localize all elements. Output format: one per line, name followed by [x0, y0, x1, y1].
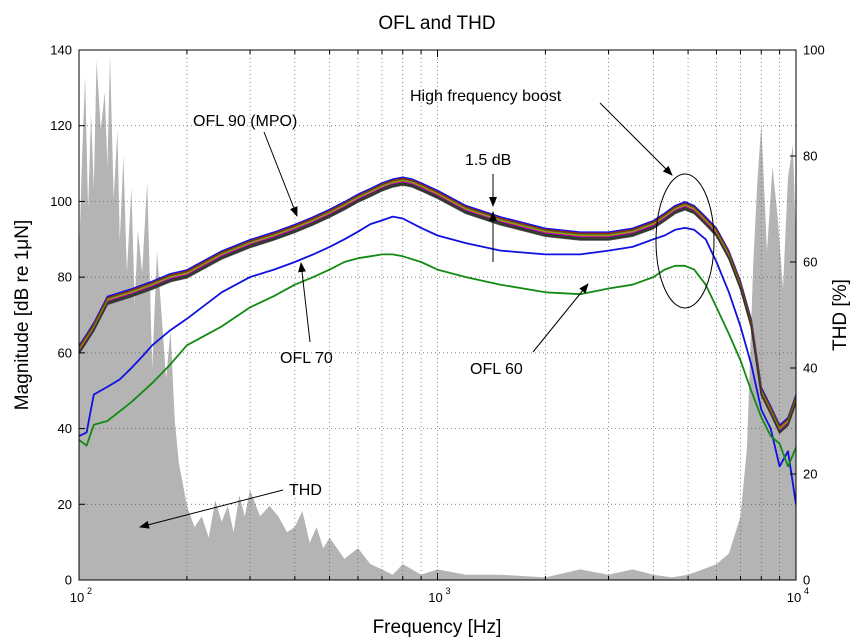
- y-right-tick-label: 20: [803, 467, 817, 482]
- y-right-tick-label: 60: [803, 255, 817, 270]
- series-ofl-70-line: [79, 215, 796, 505]
- annotation-high-frequency-boost: High frequency boost: [410, 88, 562, 105]
- x-axis-label: Frequency [Hz]: [373, 617, 502, 638]
- y-right-tick-label: 0: [803, 573, 810, 588]
- annotation-arrow-ofl-70: [298, 262, 311, 343]
- y-axis-label: Magnitude [dB re 1μN]: [12, 220, 33, 411]
- y-tick-label: 0: [65, 573, 72, 588]
- x-tick-label: 10: [70, 590, 84, 605]
- annotation-arrow-boost: [599, 102, 673, 176]
- annotation-ofl-60: OFL 60: [470, 361, 523, 378]
- series-ofl-60-line: [79, 253, 796, 468]
- annotation-1-5-db: 1.5 dB: [465, 152, 511, 169]
- series-ofl-90-mpo-line: [79, 176, 796, 426]
- y-tick-label: 20: [58, 497, 72, 512]
- x-tick-label: 10: [787, 590, 801, 605]
- y-right-axis-label: THD [%]: [830, 279, 851, 351]
- annotation-arrow-ofl-60: [532, 283, 589, 353]
- y-tick-label: 120: [50, 118, 72, 133]
- annotation-ofl-90: OFL 90 (MPO): [193, 113, 297, 130]
- boost-ellipse: [655, 173, 715, 309]
- y-right-tick-label: 40: [803, 361, 817, 376]
- annotation-arrow-ofl-90: [263, 131, 298, 217]
- annotation-thd: THD: [289, 482, 322, 499]
- y-tick-label: 80: [58, 270, 72, 285]
- x-tick-exponent: 4: [804, 586, 809, 596]
- annotation-arrow-thd: [139, 489, 284, 529]
- y-right-tick-label: 80: [803, 149, 817, 164]
- series-ofl-90-mpo-line: [79, 179, 796, 430]
- y-tick-label: 100: [50, 194, 72, 209]
- series-thd-area: [79, 55, 796, 580]
- x-tick-exponent: 3: [446, 586, 451, 596]
- series-ofl-90-mpo-line: [79, 183, 796, 434]
- series-ofl-90-mpo-line: [79, 178, 796, 428]
- y-tick-label: 40: [58, 421, 72, 436]
- x-tick-label: 10: [428, 590, 442, 605]
- x-tick-exponent: 2: [87, 586, 92, 596]
- annotation-ofl-70: OFL 70: [280, 350, 333, 367]
- y-tick-label: 140: [50, 43, 72, 58]
- chart-title: OFL and THD: [378, 13, 495, 34]
- y-tick-label: 60: [58, 345, 72, 360]
- y-right-tick-label: 100: [803, 43, 825, 58]
